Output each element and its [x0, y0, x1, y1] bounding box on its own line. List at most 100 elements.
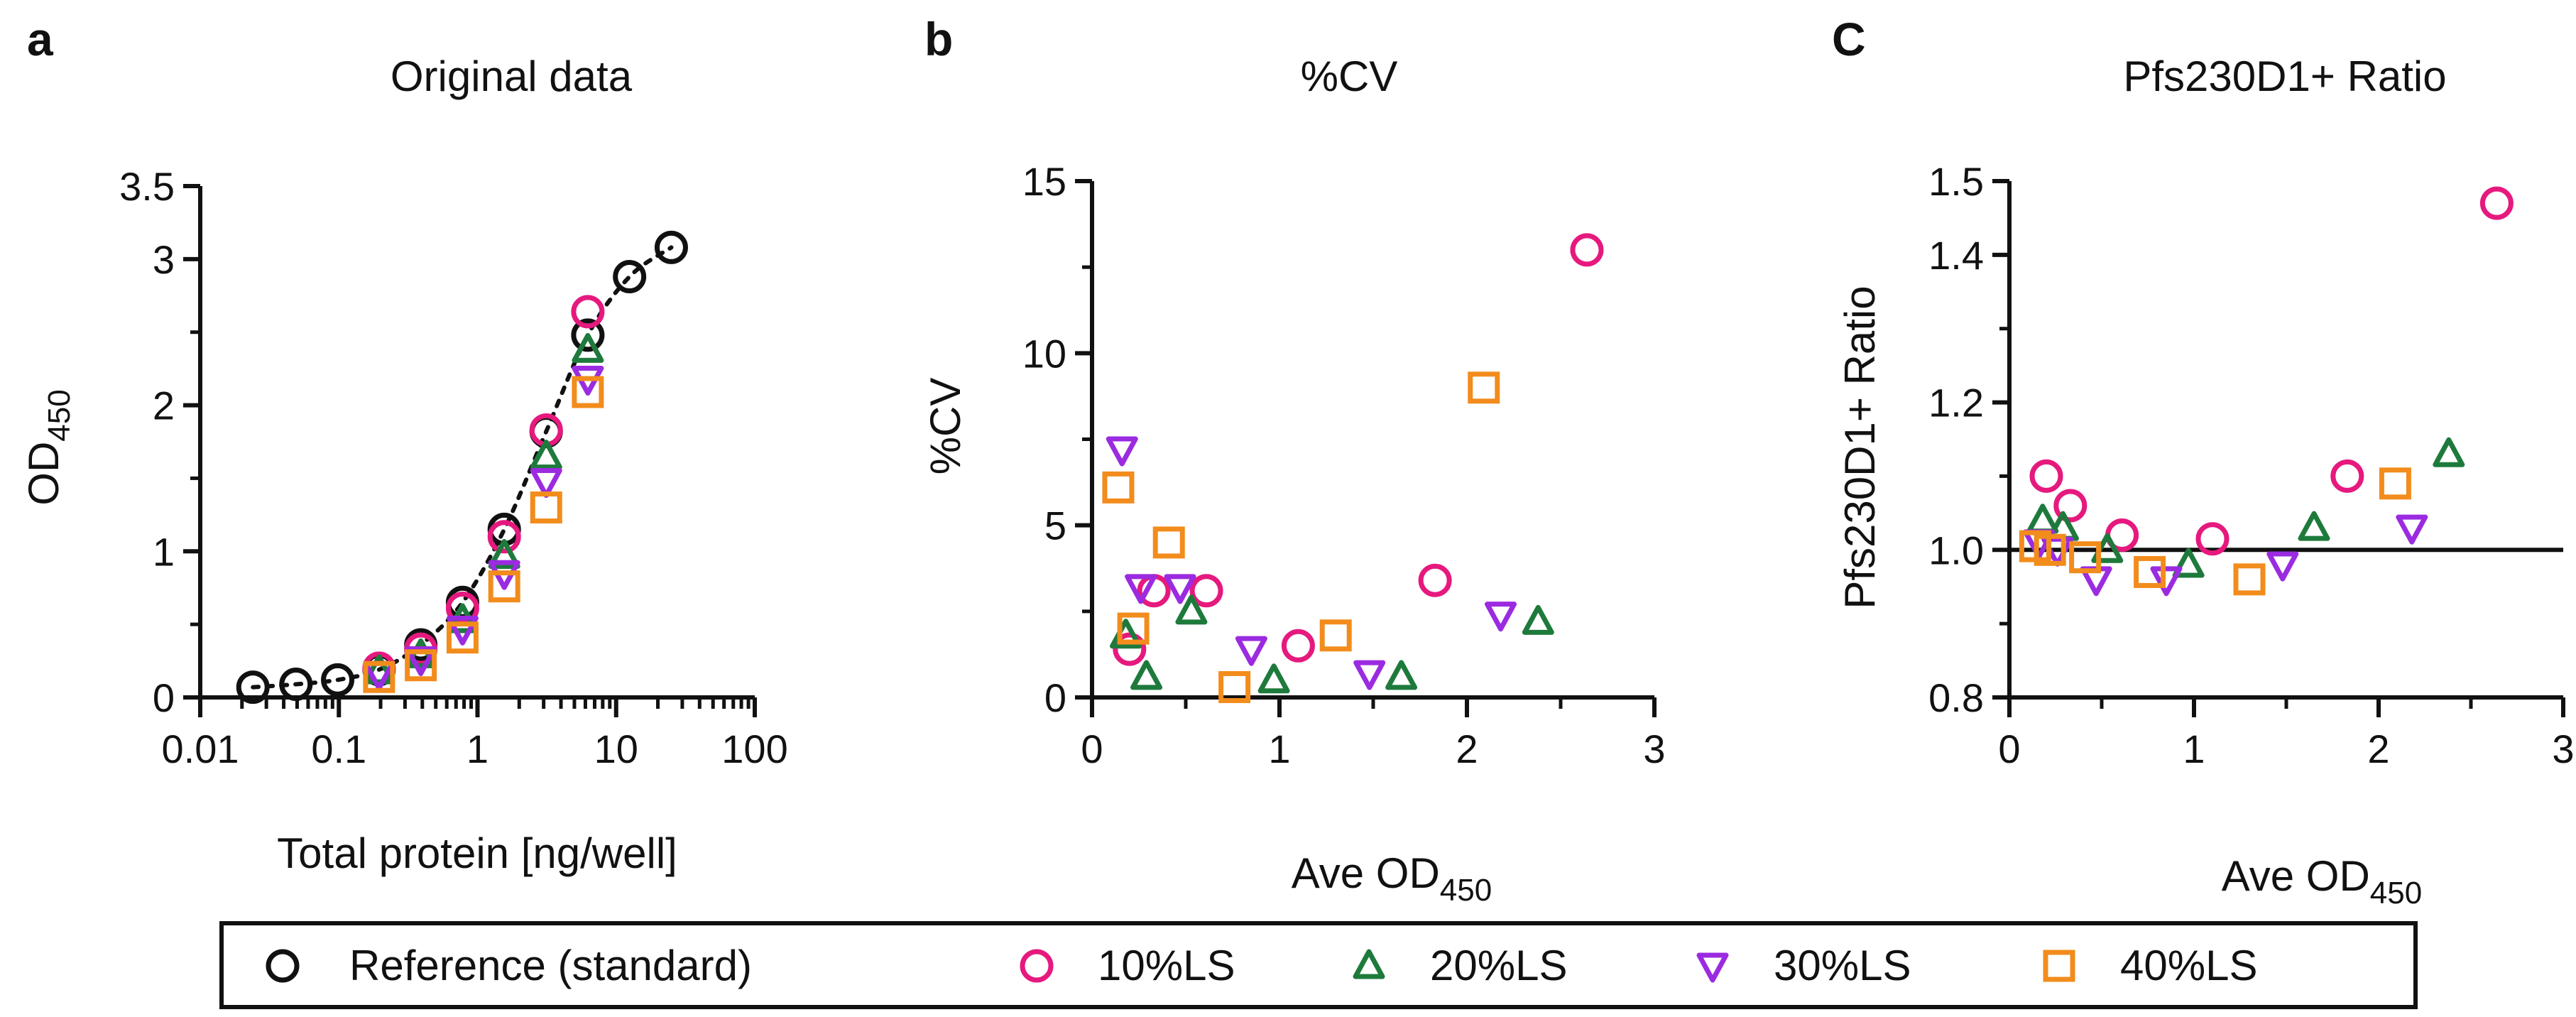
- data-point-ls40: [405, 649, 437, 682]
- data-point-ls30: [2396, 514, 2428, 545]
- panel-c-x-axis-label-main: Ave OD: [2222, 852, 2370, 900]
- x-tick-label: 2: [1456, 727, 1478, 771]
- data-point-ls40: [1218, 670, 1251, 703]
- y-tick-label: 10: [1022, 331, 1066, 376]
- panel-b-cv: b %CV 0 5 10 15 0 1 2 3 Ave OD450 %CV: [922, 13, 1666, 908]
- data-point-ls30: [1485, 602, 1517, 632]
- data-point-ls20: [1522, 604, 1554, 635]
- data-point-ls30: [405, 646, 437, 677]
- x-tick-label: 0.01: [162, 727, 239, 771]
- data-point-ls40: [572, 376, 604, 408]
- panel-c-x-axis-label-sub: 450: [2370, 876, 2422, 910]
- x-tick-label: 1: [466, 727, 489, 771]
- x-tick-label: 3: [2552, 727, 2574, 771]
- y-tick-label: 1.0: [1928, 528, 1984, 572]
- x-tick-label: 2: [2367, 727, 2389, 771]
- data-point-reference: [236, 670, 270, 705]
- panel-a-y-axis-label-main: OD: [20, 442, 67, 506]
- panel-b-x-axis-label-main: Ave OD: [1292, 849, 1440, 897]
- y-tick-label: 0: [1044, 675, 1066, 720]
- data-point-reference: [279, 667, 313, 701]
- panel-a-axes: 0 1 2 3 3.5 0.01 0.1 1 10 100: [119, 164, 788, 771]
- x-tick-label: 3: [1643, 727, 1665, 771]
- data-point-ls10: [1281, 629, 1315, 663]
- y-tick-label: 15: [1022, 159, 1066, 204]
- data-point-ls40: [2069, 541, 2102, 574]
- legend-marker-ls20: [1353, 949, 1385, 979]
- y-tick-label: 2: [153, 384, 175, 428]
- data-point-ls40: [363, 660, 395, 693]
- y-tick-label: 1: [153, 529, 175, 574]
- data-point-ls30: [1106, 436, 1138, 467]
- data-point-ls30: [1235, 636, 1267, 666]
- data-point-ls40: [488, 570, 520, 603]
- data-point-ls20: [1130, 660, 1163, 690]
- legend: Reference (standard) 10%LS 20%LS 30%LS 40%LS: [219, 921, 2418, 1009]
- data-point-ls40: [1102, 471, 1135, 504]
- data-point-ls30: [2150, 566, 2183, 597]
- legend-label-ls40: 40%LS: [2120, 942, 2257, 989]
- data-point-ls40: [2034, 533, 2066, 566]
- panel-b-label: b: [924, 13, 953, 65]
- data-point-ls30: [363, 660, 395, 691]
- data-point-ls20: [2433, 437, 2465, 467]
- data-point-ls10: [2029, 459, 2063, 493]
- panel-c-marks: [2009, 186, 2563, 597]
- panel-b-title: %CV: [1301, 53, 1398, 100]
- panel-b-y-axis-label: %CV: [922, 378, 969, 475]
- data-point-ls40: [1117, 612, 1150, 645]
- panel-c-y-axis-label: Pfs230D1+ Ratio: [1836, 285, 1884, 609]
- panel-b-x-axis-label-sub: 450: [1440, 873, 1492, 908]
- y-tick-label: 3.5: [119, 164, 175, 209]
- data-point-ls30: [1353, 660, 1386, 690]
- data-point-reference: [571, 318, 605, 352]
- legend-box: [219, 921, 2418, 1009]
- data-point-ls10: [1189, 574, 1223, 608]
- panel-b-axes: 0 5 10 15 0 1 2 3: [1022, 159, 1666, 771]
- x-tick-label: 0: [1081, 727, 1103, 771]
- legend-label-ls30: 30%LS: [1774, 942, 1911, 989]
- panel-c-x-axis-label: Ave OD450: [2222, 852, 2422, 910]
- data-point-ls40: [530, 491, 562, 524]
- panel-a-y-axis-label-sub: 450: [42, 389, 77, 441]
- y-tick-label: 5: [1044, 504, 1066, 548]
- y-tick-label: 0.8: [1928, 675, 1984, 720]
- panel-a-title: Original data: [391, 53, 633, 100]
- data-point-ls20: [488, 538, 520, 569]
- panel-c-axes: 0.8 1.0 1.2 1.4 1.5 0 1 2 3: [1928, 159, 2574, 771]
- x-tick-label: 0.1: [311, 727, 366, 771]
- data-point-ls40: [446, 621, 479, 654]
- panel-b-x-axis-label: Ave OD450: [1292, 849, 1492, 908]
- x-tick-label: 10: [594, 727, 638, 771]
- panel-b-marks: [1102, 233, 1604, 703]
- data-point-ls30: [1164, 574, 1196, 604]
- data-point-ls30: [1125, 574, 1157, 604]
- data-point-ls40: [2233, 563, 2266, 596]
- data-point-ls10: [571, 295, 605, 329]
- data-point-ls20: [2026, 504, 2059, 534]
- y-tick-label: 3: [153, 237, 175, 282]
- panel-c-label: C: [1832, 13, 1866, 65]
- panel-a-x-axis-label: Total protein [ng/well]: [277, 830, 677, 877]
- data-point-ls40: [2134, 555, 2166, 588]
- data-point-ls20: [1385, 660, 1418, 690]
- x-tick-label: 1: [1268, 727, 1290, 771]
- y-tick-label: 1.5: [1928, 159, 1984, 204]
- panel-a-y-axis-label: OD450: [20, 389, 77, 505]
- data-point-ls30: [2266, 551, 2299, 582]
- legend-marker-reference: [266, 949, 300, 983]
- data-point-ls20: [530, 440, 562, 470]
- panel-c-title: Pfs230D1+ Ratio: [2123, 53, 2446, 100]
- y-tick-label: 1.2: [1928, 381, 1984, 425]
- data-point-ls20: [1257, 663, 1290, 694]
- y-tick-label: 0: [153, 675, 175, 720]
- legend-marker-ls10: [1020, 949, 1054, 983]
- legend-label-ls10: 10%LS: [1098, 942, 1235, 989]
- legend-label-ls20: 20%LS: [1430, 942, 1567, 989]
- panel-a-marks: [236, 230, 688, 705]
- data-point-ls20: [363, 654, 395, 685]
- data-point-reference: [613, 260, 647, 294]
- data-point-ls10: [1113, 632, 1147, 666]
- data-point-ls10: [2479, 186, 2514, 220]
